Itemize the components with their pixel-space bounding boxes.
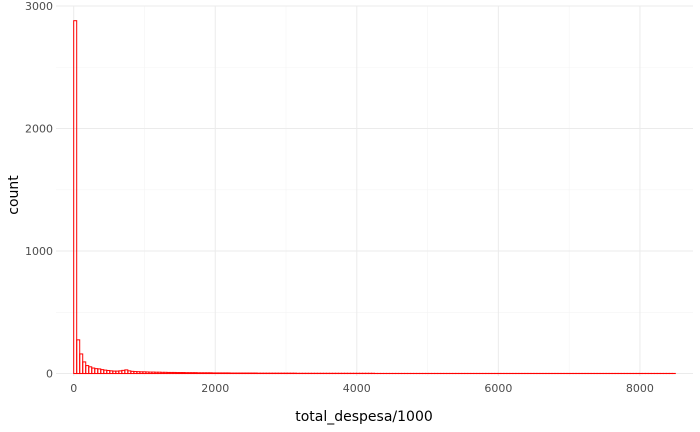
histogram-bars bbox=[73, 20, 676, 375]
y-tick-label: 3000 bbox=[25, 0, 53, 13]
x-tick-label: 8000 bbox=[626, 382, 654, 395]
histogram-bar bbox=[73, 20, 78, 375]
y-tick-label: 2000 bbox=[25, 123, 53, 136]
x-tick-label: 0 bbox=[70, 382, 77, 395]
y-axis-title: count bbox=[6, 175, 22, 215]
x-axis-title: total_despesa/1000 bbox=[295, 409, 433, 425]
y-tick-label: 1000 bbox=[25, 245, 53, 258]
x-tick-label: 2000 bbox=[201, 382, 229, 395]
x-axis-tick-labels: 0 2000 4000 6000 8000 bbox=[70, 382, 654, 395]
y-axis-tick-labels: 0 1000 2000 3000 bbox=[25, 0, 53, 381]
major-gridlines bbox=[56, 5, 693, 376]
x-tick-label: 4000 bbox=[343, 382, 371, 395]
x-tick-label: 6000 bbox=[484, 382, 512, 395]
y-tick-label: 0 bbox=[46, 368, 53, 381]
minor-gridlines bbox=[56, 6, 693, 376]
